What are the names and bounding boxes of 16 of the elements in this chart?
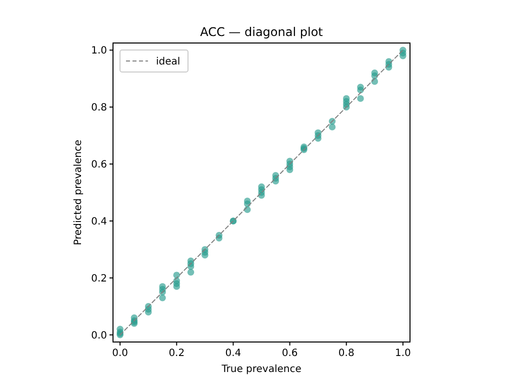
y-tick-label: 0.2 bbox=[91, 273, 107, 284]
y-tick-label: 0.4 bbox=[91, 216, 107, 228]
y-tick-label: 0.6 bbox=[91, 160, 107, 171]
y-tick-label: 0.8 bbox=[91, 102, 107, 114]
x-tick-label: 0.4 bbox=[225, 348, 242, 359]
x-axis-title: True prevalence bbox=[220, 364, 302, 375]
y-tick-label: 0.0 bbox=[91, 330, 107, 342]
y-tick-label: 1.0 bbox=[91, 46, 107, 57]
x-tick-label: 0.6 bbox=[282, 348, 298, 359]
x-tick-label: 0.2 bbox=[168, 348, 185, 359]
y-axis-title: Predicted prevalence bbox=[73, 140, 84, 246]
chart-title: ACC — diagonal plot bbox=[200, 25, 324, 39]
legend-label: ideal bbox=[156, 56, 180, 68]
x-tick-label: 0.0 bbox=[112, 348, 128, 359]
x-tick-label: 0.8 bbox=[338, 348, 354, 359]
x-tick-label: 1.0 bbox=[394, 348, 411, 359]
